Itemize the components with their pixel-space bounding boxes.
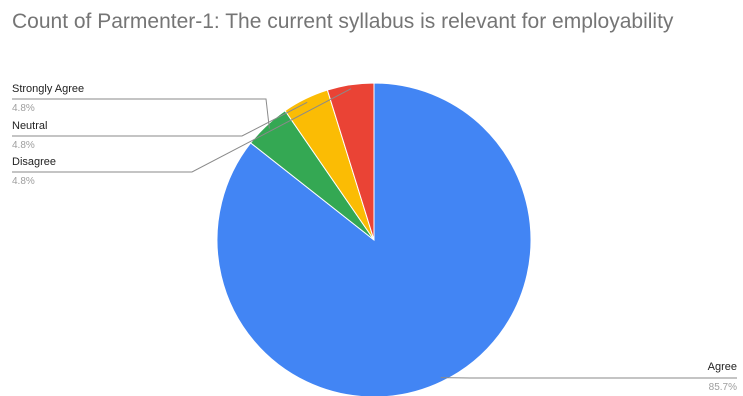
slice-percent-agree: 85.7% [709, 382, 737, 393]
slice-percent-strongly-agree: 4.8% [12, 103, 35, 114]
callout-line-disagree [12, 88, 352, 173]
slice-label-agree: Agree [708, 361, 737, 373]
callout-line-neutral [12, 101, 308, 137]
slice-percent-neutral: 4.8% [12, 140, 35, 151]
chart-title: Count of Parmenter-1: The current syllab… [12, 10, 674, 33]
pie-slice-disagree [326, 82, 375, 241]
callout-line-strongly-agree [12, 98, 270, 129]
slice-label-strongly-agree: Strongly Agree [12, 83, 84, 95]
pie-slice-agree [216, 82, 532, 396]
slice-label-disagree: Disagree [12, 156, 56, 168]
slice-label-neutral: Neutral [12, 120, 47, 132]
slice-percent-disagree: 4.8% [12, 176, 35, 187]
